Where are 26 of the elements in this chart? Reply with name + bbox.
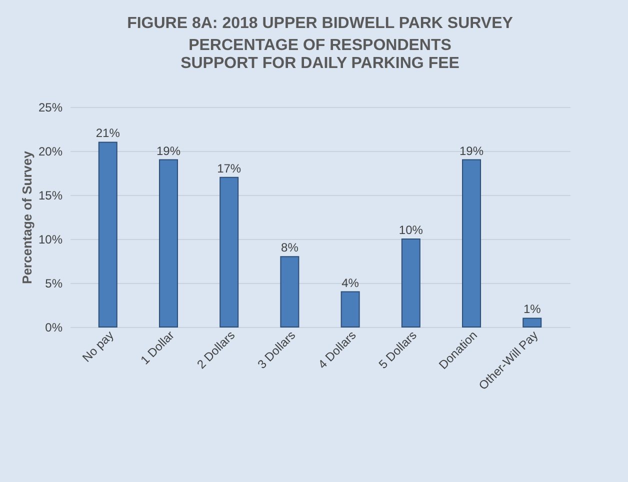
x-tick-label: No pay	[80, 328, 116, 365]
bar	[340, 291, 360, 328]
y-tick-label: 10%	[38, 232, 63, 246]
data-label: 8%	[281, 240, 299, 255]
bar	[462, 159, 482, 328]
data-label: 4%	[342, 276, 360, 290]
bar	[522, 318, 542, 328]
y-tick-label: 20%	[38, 144, 63, 158]
bar	[220, 176, 239, 328]
bar	[98, 142, 118, 328]
y-axis-title: Percentage of Survey	[19, 150, 34, 284]
y-tick-label: 5%	[45, 276, 63, 290]
y-tick-label: 25%	[38, 100, 63, 114]
data-label: 1%	[523, 302, 542, 316]
data-label: 21%	[96, 126, 120, 140]
bar	[158, 159, 178, 328]
data-label: 19%	[156, 144, 181, 158]
data-label: 10%	[398, 223, 424, 237]
y-tick-label: 0%	[45, 320, 63, 334]
data-label: 19%	[460, 144, 484, 158]
bar	[401, 238, 420, 328]
chart-subtitle: PERCENTAGE OF RESPONDENTS SUPPORT FOR DAILY PARKING FEE	[180, 37, 460, 72]
chart-title: FIGURE 8A: 2018 UPPER BIDWELL PARK SURVEY	[127, 15, 514, 32]
bar	[280, 256, 300, 328]
y-tick-label: 15%	[38, 188, 63, 202]
data-label: 17%	[217, 161, 242, 176]
